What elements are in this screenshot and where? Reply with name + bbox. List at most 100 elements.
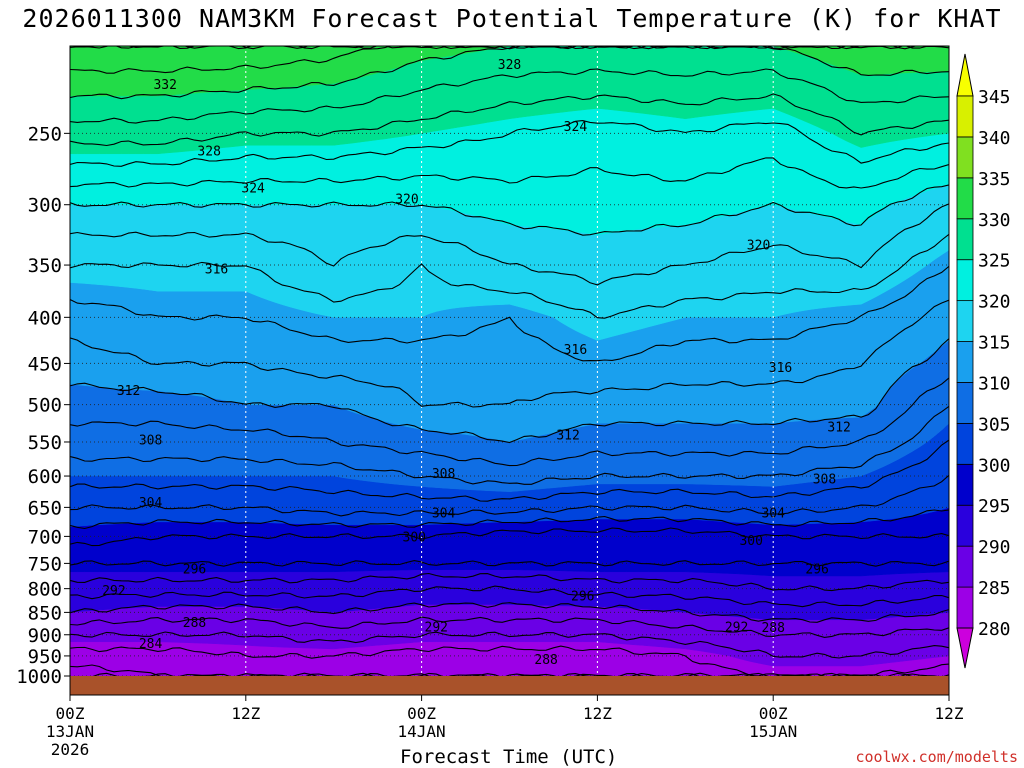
x-tick-label-36: 12Z [583,704,612,723]
colorbar-label-345: 345 [978,87,1011,108]
colorbar-top-arrow [956,53,974,97]
colorbar-box-310 [956,341,974,383]
y-tick-label-950: 950 [28,646,62,668]
contour-label-300: 300 [739,534,762,549]
contour-328 [70,68,949,124]
contour-label-288: 288 [761,621,784,636]
contour-label-292: 292 [102,584,125,599]
y-tick-label-900: 900 [28,625,62,647]
x-tick-label-0: 00Z [56,704,85,723]
contour-308 [70,377,949,467]
contour-label-296: 296 [805,563,828,578]
colorbar-box-315 [956,300,974,342]
y-tick-label-450: 450 [28,353,62,375]
y-tick-label-300: 300 [28,195,62,217]
chart-title: 2026011300 NAM3KM Forecast Potential Tem… [22,4,1002,33]
theta-fill-layer [70,46,949,676]
plot-frame [69,45,950,696]
colorbar-box-340 [956,95,974,138]
contour-336 [70,46,949,50]
x-tick-label-60: 12Z [935,704,964,723]
theta-band-11 [70,46,949,97]
colorbar-box-325 [956,218,974,261]
colorbar-box-295 [956,463,974,506]
contour-label-316: 316 [769,361,792,376]
contour-label-296: 296 [571,589,594,604]
contour-298 [70,527,949,547]
y-tick-label-650: 650 [28,497,62,519]
source-credit: coolwx.com/modelts [855,748,1018,766]
x-tick-date-24: 14JAN [398,722,446,741]
contour-label-316: 316 [564,343,587,358]
colorbar-box-330 [956,177,974,220]
contour-326 [70,93,949,147]
contour-296 [70,560,949,567]
y-tick-label-850: 850 [28,602,62,624]
contour-label-332: 332 [153,78,176,93]
theta-band-14 [70,46,949,47]
colorbar-label-315: 315 [978,333,1011,354]
contour-label-304: 304 [761,506,785,521]
contour-label-284: 284 [139,637,163,652]
colorbar-label-305: 305 [978,414,1011,435]
colorbar-label-320: 320 [978,292,1011,313]
colorbar-label-340: 340 [978,128,1011,149]
contour-layer [70,46,949,676]
contour-282 [70,664,949,676]
ground-bar [70,676,949,695]
contour-label-304: 304 [139,496,163,511]
contour-label-300: 300 [403,530,426,545]
contour-label-328: 328 [197,145,220,160]
x-tick-date-48: 15JAN [749,722,797,741]
contour-286 [70,631,949,659]
contour-label-292: 292 [725,621,748,636]
contour-288 [70,616,949,638]
contour-label-320: 320 [395,192,418,207]
contour-label-304: 304 [432,506,456,521]
colorbar-label-335: 335 [978,169,1011,190]
contour-316 [70,233,949,319]
contour-label-312: 312 [827,420,850,435]
contour-label-288: 288 [534,653,557,668]
contour-label-328: 328 [498,58,521,73]
colorbar-label-310: 310 [978,373,1011,394]
contour-label-312: 312 [556,429,579,444]
y-tick-label-400: 400 [28,307,62,329]
colorbar-box-280 [956,586,974,629]
contour-label-324: 324 [564,120,588,135]
y-tick-label-500: 500 [28,395,62,417]
y-axis: 2503003504004505005506006507007508008509… [16,123,70,688]
contour-302 [70,474,949,517]
contour-label-308: 308 [139,434,162,449]
y-tick-label-700: 700 [28,526,62,548]
colorbar-label-280: 280 [978,619,1011,640]
y-tick-label-750: 750 [28,553,62,575]
colorbar-label-290: 290 [978,537,1011,558]
colorbar-box-335 [956,136,974,179]
colorbar-bottom-arrow [956,627,974,669]
contour-label-308: 308 [432,467,455,482]
contour-label-292: 292 [425,620,448,635]
contour-284 [70,645,949,676]
contour-label-320: 320 [747,239,770,254]
x-tick-year-0: 2026 [51,740,90,759]
contour-318 [70,203,949,286]
x-tick-label-24: 00Z [407,704,436,723]
contour-label-312: 312 [117,384,140,399]
colorbar-label-295: 295 [978,496,1011,517]
contour-label-288: 288 [183,616,206,631]
colorbar-box-300 [956,422,974,465]
x-tick-label-48: 00Z [759,704,788,723]
colorbar-label-325: 325 [978,251,1011,272]
contour-300 [70,509,949,530]
contour-306 [70,405,949,485]
y-tick-label-350: 350 [28,255,62,277]
contour-294 [70,572,949,592]
contour-310 [70,338,949,444]
colorbar: 280 285 290 295 300 305 310 315 320 325 330 335 340 3… [956,53,1011,669]
contour-304 [70,439,949,502]
y-tick-label-600: 600 [28,466,62,488]
colorbar-box-290 [956,504,974,547]
